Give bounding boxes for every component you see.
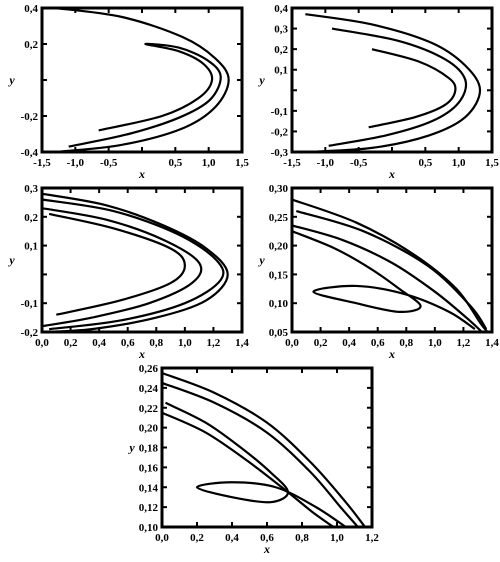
svg-text:0,1: 0,1: [274, 65, 288, 77]
svg-text:0,0: 0,0: [155, 532, 169, 544]
svg-text:y: y: [257, 253, 265, 267]
panel-p22: 0,050,100,150,200,250,30y0,00,20,40,60,8…: [250, 180, 500, 360]
svg-text:0,8: 0,8: [399, 337, 413, 349]
svg-text:0,4: 0,4: [274, 3, 288, 15]
svg-text:1,0: 1,0: [330, 532, 344, 544]
svg-text:x: x: [388, 347, 395, 360]
svg-text:0,6: 0,6: [371, 337, 385, 349]
svg-text:0,22: 0,22: [139, 403, 159, 415]
svg-text:0,20: 0,20: [139, 423, 159, 435]
panel-p11: -0,4-0,20,20,4y-1,5-1,0-0,50,51,01,5x: [0, 0, 250, 180]
svg-text:y: y: [7, 253, 15, 267]
svg-text:1,0: 1,0: [202, 157, 216, 169]
svg-text:1,0: 1,0: [178, 337, 192, 349]
svg-text:0,5: 0,5: [168, 157, 182, 169]
svg-text:0,8: 0,8: [149, 337, 163, 349]
svg-text:0,10: 0,10: [269, 298, 289, 310]
svg-text:y: y: [7, 73, 15, 87]
svg-text:-0,5: -0,5: [350, 157, 368, 169]
svg-text:1,0: 1,0: [428, 337, 442, 349]
svg-text:-1,5: -1,5: [33, 157, 51, 169]
svg-text:-0,1: -0,1: [271, 106, 288, 118]
svg-text:0,0: 0,0: [35, 337, 49, 349]
svg-text:0,4: 0,4: [92, 337, 106, 349]
svg-text:0,2: 0,2: [274, 44, 288, 56]
svg-text:0,18: 0,18: [139, 443, 159, 455]
panel-p21: -0,2-0,10,10,20,3y0,00,20,40,60,81,01,21…: [0, 180, 250, 360]
svg-text:y: y: [127, 441, 135, 455]
svg-text:0,2: 0,2: [64, 337, 78, 349]
svg-text:x: x: [388, 167, 395, 180]
svg-text:0,14: 0,14: [139, 482, 159, 494]
svg-text:1,0: 1,0: [452, 157, 466, 169]
svg-text:0,3: 0,3: [24, 183, 38, 195]
svg-text:0,4: 0,4: [225, 532, 239, 544]
svg-text:0,1: 0,1: [24, 241, 38, 253]
svg-text:1,2: 1,2: [207, 337, 221, 349]
svg-text:x: x: [138, 347, 145, 360]
svg-text:1,2: 1,2: [365, 532, 379, 544]
svg-text:-1,0: -1,0: [67, 157, 85, 169]
svg-text:-0,2: -0,2: [21, 111, 39, 123]
svg-text:0,24: 0,24: [139, 383, 159, 395]
svg-text:1,5: 1,5: [235, 157, 249, 169]
svg-text:y: y: [257, 73, 265, 87]
svg-text:-0,5: -0,5: [100, 157, 118, 169]
svg-text:0,6: 0,6: [121, 337, 135, 349]
svg-text:1,5: 1,5: [485, 157, 499, 169]
svg-text:0,3: 0,3: [274, 24, 288, 36]
svg-text:0,12: 0,12: [139, 502, 159, 514]
svg-text:0,25: 0,25: [269, 212, 289, 224]
svg-text:0,30: 0,30: [269, 183, 289, 195]
svg-text:-1,5: -1,5: [283, 157, 301, 169]
svg-text:0,5: 0,5: [418, 157, 432, 169]
svg-text:0,2: 0,2: [190, 532, 204, 544]
svg-text:0,26: 0,26: [139, 363, 159, 375]
panel-p3: 0,100,120,140,160,180,200,220,240,26y0,0…: [120, 360, 380, 555]
svg-text:0,4: 0,4: [342, 337, 356, 349]
svg-text:0,20: 0,20: [269, 241, 289, 253]
panel-p12: -0,3-0,2-0,10,10,20,30,4y-1,5-1,0-0,50,5…: [250, 0, 500, 180]
svg-text:0,0: 0,0: [285, 337, 299, 349]
svg-text:0,2: 0,2: [24, 39, 38, 51]
svg-text:0,4: 0,4: [24, 3, 38, 15]
svg-text:x: x: [263, 542, 270, 555]
svg-text:0,16: 0,16: [139, 462, 159, 474]
svg-text:0,8: 0,8: [295, 532, 309, 544]
svg-text:x: x: [138, 167, 145, 180]
svg-text:-1,0: -1,0: [317, 157, 335, 169]
svg-text:1,4: 1,4: [485, 337, 499, 349]
svg-text:-0,2: -0,2: [271, 126, 289, 138]
svg-text:0,2: 0,2: [314, 337, 328, 349]
figure-grid: -0,4-0,20,20,4y-1,5-1,0-0,50,51,01,5x -0…: [0, 0, 500, 555]
svg-text:0,15: 0,15: [269, 269, 289, 281]
svg-text:1,2: 1,2: [457, 337, 471, 349]
svg-text:1,4: 1,4: [235, 337, 249, 349]
svg-text:0,2: 0,2: [24, 212, 38, 224]
svg-text:-0,1: -0,1: [21, 298, 38, 310]
